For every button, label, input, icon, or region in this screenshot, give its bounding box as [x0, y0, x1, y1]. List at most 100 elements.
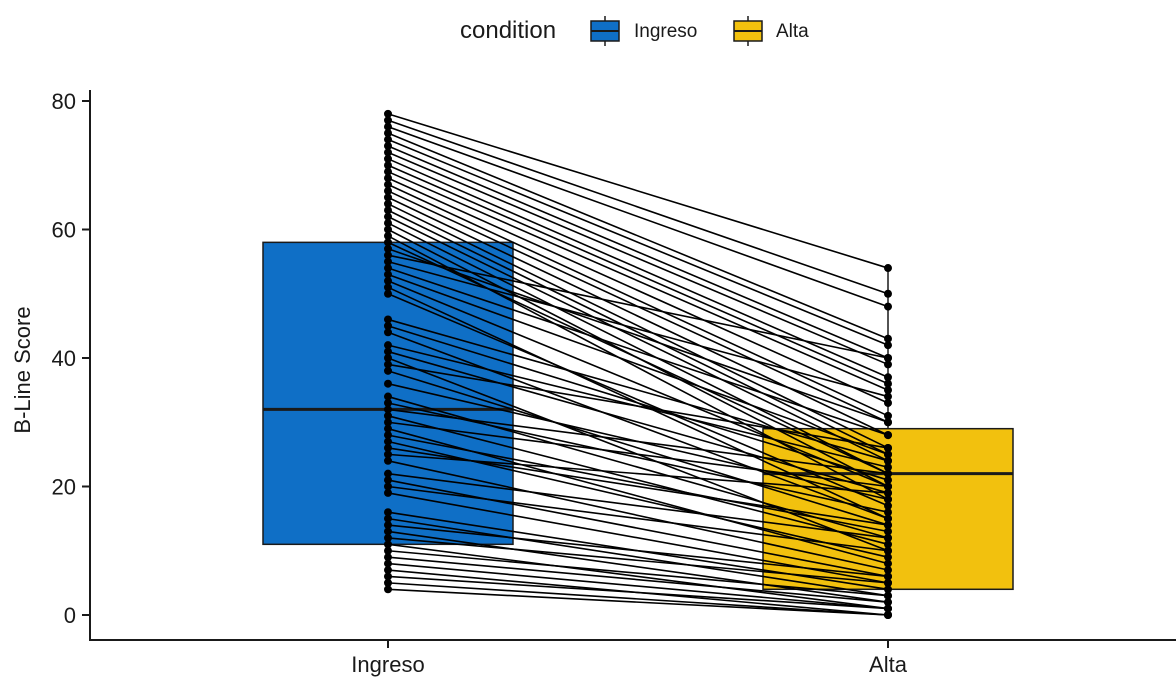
- point-alta: [884, 598, 892, 607]
- point-ingreso: [384, 122, 392, 131]
- point-ingreso: [384, 553, 392, 562]
- point-alta: [884, 488, 892, 497]
- paired-line: [387, 530, 889, 603]
- paired-line: [387, 363, 889, 449]
- point-alta: [884, 546, 892, 555]
- point-ingreso: [384, 431, 392, 440]
- y-axis: 0 20 40 60 80: [52, 89, 91, 640]
- paired-line: [387, 280, 889, 488]
- point-alta: [884, 572, 892, 581]
- point-ingreso: [384, 405, 392, 414]
- paired-line: [387, 325, 889, 481]
- point-ingreso: [384, 341, 392, 350]
- paired-line: [387, 241, 889, 475]
- point-ingreso: [384, 476, 392, 485]
- point-alta: [884, 463, 892, 472]
- point-ingreso: [384, 546, 392, 555]
- point-ingreso: [384, 251, 392, 260]
- point-alta: [884, 373, 892, 382]
- point-ingreso: [384, 572, 392, 581]
- point-alta: [884, 495, 892, 504]
- point-alta: [884, 386, 892, 395]
- paired-lines-layer: [387, 113, 889, 616]
- paired-line: [387, 562, 889, 610]
- point-ingreso: [384, 437, 392, 446]
- point-alta: [884, 508, 892, 517]
- point-alta: [884, 302, 892, 311]
- paired-line: [387, 132, 889, 340]
- point-ingreso: [384, 540, 392, 549]
- point-alta: [884, 418, 892, 427]
- point-alta: [884, 533, 892, 542]
- point-ingreso: [384, 456, 392, 465]
- point-ingreso: [384, 161, 392, 170]
- point-alta: [884, 559, 892, 568]
- paired-line: [387, 537, 889, 584]
- x-axis: Ingreso Alta: [89, 639, 1176, 677]
- point-ingreso: [384, 514, 392, 523]
- point-ingreso: [384, 206, 392, 215]
- point-alta: [884, 334, 892, 343]
- point-ingreso: [384, 566, 392, 575]
- point-alta: [884, 611, 892, 619]
- point-ingreso: [384, 219, 392, 228]
- point-ingreso: [384, 167, 392, 176]
- y-tick-label-0: 0: [64, 603, 76, 628]
- paired-line: [387, 215, 889, 462]
- point-alta: [884, 514, 892, 523]
- paired-line: [387, 260, 889, 398]
- point-ingreso: [384, 443, 392, 452]
- paired-line: [387, 331, 889, 520]
- legend-key-alta: [733, 16, 763, 46]
- point-alta: [884, 450, 892, 459]
- paired-line: [387, 402, 889, 513]
- point-ingreso: [384, 411, 392, 420]
- point-ingreso: [384, 527, 392, 536]
- paired-line: [387, 517, 889, 597]
- point-alta: [884, 482, 892, 491]
- paired-line: [387, 421, 889, 488]
- paired-line: [387, 485, 889, 552]
- point-alta: [884, 566, 892, 575]
- y-ticks: 0 20 40 60 80: [52, 89, 90, 628]
- point-alta: [884, 578, 892, 587]
- paired-line: [387, 453, 889, 494]
- point-ingreso: [384, 533, 392, 542]
- point-ingreso: [384, 225, 392, 234]
- y-axis-title: B-Line Score: [10, 306, 35, 433]
- y-tick-label-60: 60: [52, 218, 76, 243]
- point-alta: [884, 604, 892, 613]
- point-alta: [884, 289, 892, 298]
- point-ingreso: [384, 366, 392, 375]
- point-ingreso: [384, 257, 392, 266]
- paired-line: [387, 273, 889, 456]
- paired-line: [387, 575, 889, 610]
- point-ingreso: [384, 109, 392, 118]
- point-ingreso: [384, 154, 392, 163]
- point-alta: [884, 456, 892, 465]
- paired-line: [387, 145, 889, 359]
- paired-line: [387, 183, 889, 417]
- paired-line: [387, 170, 889, 391]
- paired-line: [387, 582, 889, 616]
- paired-line: [387, 248, 889, 424]
- point-ingreso: [384, 450, 392, 459]
- x-tick-label-alta: Alta: [869, 652, 908, 677]
- paired-line: [387, 177, 889, 404]
- point-ingreso: [384, 398, 392, 407]
- legend-label-alta: Alta: [776, 21, 809, 42]
- point-ingreso: [384, 270, 392, 279]
- point-ingreso: [384, 360, 392, 369]
- point-alta: [884, 360, 892, 369]
- point-alta: [884, 411, 892, 420]
- point-ingreso: [384, 418, 392, 427]
- point-ingreso: [384, 283, 392, 292]
- point-alta: [884, 443, 892, 452]
- point-ingreso: [384, 392, 392, 401]
- point-alta: [884, 469, 892, 478]
- point-ingreso: [384, 559, 392, 568]
- point-ingreso: [384, 141, 392, 150]
- point-ingreso: [384, 379, 392, 388]
